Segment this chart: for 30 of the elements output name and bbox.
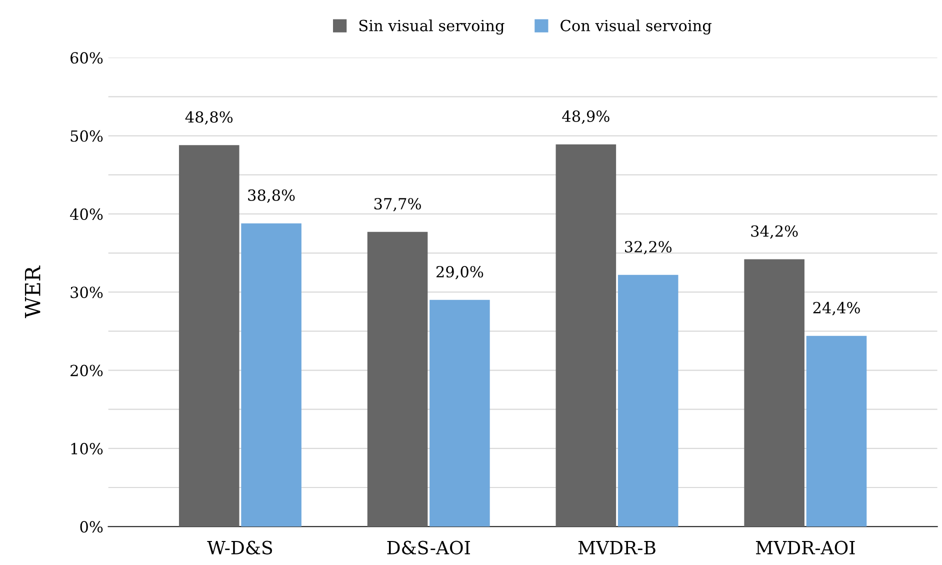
data-label: 32,2% xyxy=(624,240,672,254)
data-label: 34,2% xyxy=(751,225,798,239)
legend-label: Sin visual servoing xyxy=(359,20,504,34)
bar xyxy=(430,300,490,527)
bar xyxy=(806,336,867,527)
y-tick-label: 30% xyxy=(70,286,103,298)
y-tick-label: 20% xyxy=(70,364,103,376)
bar xyxy=(744,259,804,527)
y-tick-label: 60% xyxy=(70,52,103,64)
y-axis-title: WER xyxy=(24,265,40,318)
x-tick-label: MVDR-B xyxy=(578,541,656,554)
y-tick-label: 50% xyxy=(70,130,103,142)
x-tick-label: MVDR-AOI xyxy=(756,540,855,554)
x-tick-label: W-D&S xyxy=(207,540,272,554)
bar xyxy=(618,274,678,527)
legend-label: Con visual servoing xyxy=(560,20,712,34)
bar xyxy=(367,232,428,527)
data-label: 38,8% xyxy=(248,189,295,203)
data-label: 48,9% xyxy=(562,110,610,124)
y-tick-label: 0% xyxy=(80,521,103,533)
data-label: 48,8% xyxy=(185,111,233,125)
y-tick-label: 40% xyxy=(70,208,103,220)
data-label: 29,0% xyxy=(436,266,484,280)
bar xyxy=(241,223,302,527)
bar xyxy=(178,145,240,527)
y-tick-label: 10% xyxy=(71,442,103,454)
bar xyxy=(556,144,616,527)
data-label: 24,4% xyxy=(813,302,860,316)
x-tick-label: D&S-AOI xyxy=(387,540,470,554)
data-label: 37,7% xyxy=(374,198,421,212)
